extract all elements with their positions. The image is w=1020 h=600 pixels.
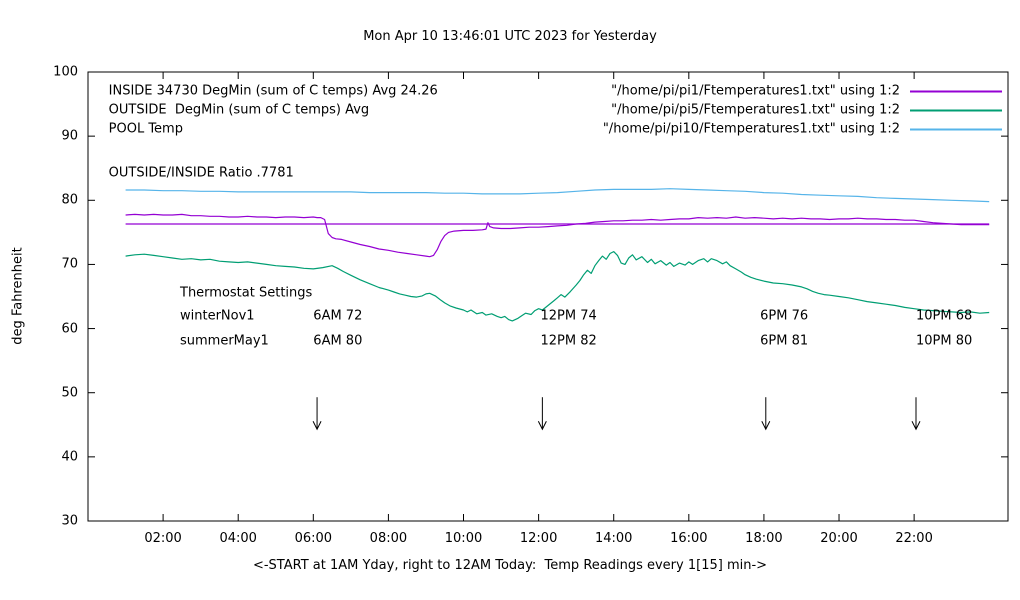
legend-pi5: "/home/pi/pi5/Ftemperatures1.txt" using … xyxy=(611,103,1002,118)
x-tick-label: 10:00 xyxy=(444,531,483,546)
y-tick-label: 40 xyxy=(61,449,78,465)
y-tick-label: 70 xyxy=(61,256,78,272)
x-tick-label: 06:00 xyxy=(294,531,333,546)
x-axis-title: <-START at 1AM Yday, right to 12AM Today… xyxy=(252,558,768,573)
x-tick-label: 14:00 xyxy=(594,531,633,546)
x-tick-label: 16:00 xyxy=(670,531,708,546)
y-tick-label: 30 xyxy=(61,513,78,529)
annotation-thermostat-heading: Thermostat Settings xyxy=(180,285,313,301)
annotation-summer-6am: 6AM 80 xyxy=(313,333,363,349)
x-tick-label: 18:00 xyxy=(745,531,783,546)
x-tick-label: 22:00 xyxy=(895,531,933,546)
annotation-outside-summary: OUTSIDE DegMin (sum of C temps) Avg xyxy=(108,102,370,118)
legend-pi1-label: "/home/pi/pi1/Ftemperatures1.txt" using … xyxy=(611,83,900,99)
annotation-winter-12pm: 12PM 74 xyxy=(540,308,597,324)
y-tick-label: 90 xyxy=(61,128,78,144)
x-tick-label: 08:00 xyxy=(369,531,408,546)
y-tick-label: 50 xyxy=(61,385,78,401)
x-tick-label: 04:00 xyxy=(219,531,257,546)
annotation-winter-10pm: 10PM 68 xyxy=(916,308,973,324)
series-line-pool xyxy=(125,188,990,203)
annotation-ratio-label: OUTSIDE/INSIDE Ratio .7781 xyxy=(108,165,294,181)
annotation-inside-summary: INSIDE 34730 DegMin (sum of C temps) Avg… xyxy=(108,83,438,99)
annotation-summer-label: summerMay1 xyxy=(180,333,269,349)
thermostat-arrow-head xyxy=(312,421,322,431)
legend-pi10-line-sample xyxy=(910,128,1002,131)
annotation-pool-label: POOL Temp xyxy=(108,121,183,137)
series-line-outside xyxy=(125,251,990,322)
legend-pi5-line-sample xyxy=(910,109,1002,112)
series-line-inside xyxy=(125,213,990,258)
annotation-winter-6pm: 6PM 76 xyxy=(760,308,809,324)
plot-border xyxy=(87,71,1009,522)
annotation-winter-label: winterNov1 xyxy=(180,308,255,324)
x-tick-label: 02:00 xyxy=(144,531,182,546)
y-tick-label: 100 xyxy=(53,64,78,80)
annotation-summer-10pm: 10PM 80 xyxy=(916,333,973,349)
legend-pi1-line-sample xyxy=(910,90,1002,93)
chart-title: Mon Apr 10 13:46:01 UTC 2023 for Yesterd… xyxy=(363,29,657,44)
y-tick-label: 80 xyxy=(61,192,78,208)
thermostat-arrow-head xyxy=(537,421,547,431)
legend-pi10-label: "/home/pi/pi10/Ftemperatures1.txt" using… xyxy=(602,121,900,137)
legend-pi5-label: "/home/pi/pi5/Ftemperatures1.txt" using … xyxy=(611,102,900,118)
legend-pi10: "/home/pi/pi10/Ftemperatures1.txt" using… xyxy=(603,122,1002,137)
annotation-summer-6pm: 6PM 81 xyxy=(760,333,809,349)
annotation-winter-6am: 6AM 72 xyxy=(313,308,363,324)
thermostat-arrow-head xyxy=(761,421,771,431)
y-tick-label: 60 xyxy=(61,321,78,337)
thermostat-arrow-head xyxy=(911,421,921,431)
x-tick-label: 12:00 xyxy=(519,531,558,546)
legend-pi1: "/home/pi/pi1/Ftemperatures1.txt" using … xyxy=(611,84,1002,99)
annotation-summer-12pm: 12PM 82 xyxy=(540,333,597,349)
x-tick-label: 20:00 xyxy=(820,531,858,546)
